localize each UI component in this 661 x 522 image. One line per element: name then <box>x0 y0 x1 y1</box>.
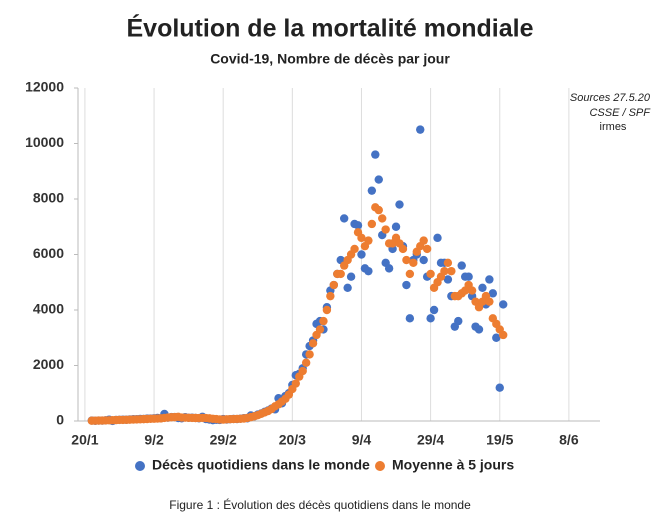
data-point <box>395 200 404 209</box>
data-point <box>443 258 453 268</box>
x-tick-label: 9/4 <box>352 432 372 448</box>
data-point <box>322 305 332 315</box>
legend-label: Moyenne à 5 jours <box>392 457 514 473</box>
y-tick-label: 10000 <box>25 134 64 150</box>
data-point <box>492 333 501 342</box>
data-point <box>474 325 484 334</box>
source-note: CSSE / SPF <box>589 107 651 119</box>
data-point <box>350 244 359 254</box>
data-point <box>402 255 411 265</box>
data-point <box>305 350 314 359</box>
chart-title: Évolution de la mortalité mondiale <box>126 14 533 43</box>
y-tick-label: 2000 <box>33 356 64 372</box>
data-point <box>419 236 428 245</box>
data-point <box>336 269 345 279</box>
data-point <box>398 244 408 254</box>
data-point <box>339 214 349 223</box>
x-tick-label: 8/6 <box>559 432 579 448</box>
x-tick-label: 9/2 <box>144 432 164 448</box>
y-tick-label: 6000 <box>33 245 64 261</box>
data-point <box>364 236 373 245</box>
x-tick-label: 19/5 <box>486 432 513 448</box>
data-point <box>357 250 366 259</box>
data-point <box>371 150 380 159</box>
figure-caption: Figure 1 : Évolution des décès quotidien… <box>169 497 471 512</box>
data-point <box>291 379 300 388</box>
source-note: Sources 27.5.20 <box>570 92 651 104</box>
data-point <box>485 275 494 284</box>
logo: irmes <box>600 121 627 133</box>
data-point <box>499 300 508 309</box>
data-point <box>419 255 428 265</box>
y-tick-label: 12000 <box>25 79 64 95</box>
data-point <box>326 291 335 301</box>
data-point <box>422 244 432 254</box>
data-point <box>457 261 466 270</box>
data-point <box>467 286 477 295</box>
legend-label: Décès quotidiens dans le monde <box>152 457 370 473</box>
data-point <box>346 272 356 281</box>
data-point <box>329 280 339 290</box>
x-tick-label: 20/3 <box>279 432 306 448</box>
data-point <box>433 233 442 243</box>
data-point <box>405 269 415 279</box>
y-tick-label: 4000 <box>33 301 64 317</box>
y-tick-label: 8000 <box>33 190 64 206</box>
x-tick-label: 20/1 <box>71 432 98 448</box>
chart-subtitle: Covid-19, Nombre de décès par jour <box>210 51 450 67</box>
data-point <box>367 219 377 229</box>
data-point <box>409 258 418 268</box>
data-point <box>364 266 373 276</box>
data-point <box>416 125 425 134</box>
data-point <box>454 316 463 326</box>
y-tick-label: 0 <box>56 412 64 428</box>
data-point <box>308 339 318 348</box>
data-point <box>488 289 498 298</box>
data-point <box>343 283 352 292</box>
data-point <box>464 272 473 281</box>
data-point <box>374 175 383 184</box>
data-point <box>315 325 325 334</box>
data-point <box>426 269 435 279</box>
data-point <box>405 314 415 323</box>
data-point <box>485 297 494 306</box>
data-point <box>402 280 411 290</box>
data-point <box>391 222 401 231</box>
data-point <box>429 305 439 315</box>
data-point <box>374 205 383 215</box>
data-point <box>301 358 311 367</box>
data-point <box>357 233 366 243</box>
data-point <box>384 264 394 273</box>
data-point <box>499 330 508 340</box>
data-point <box>353 221 363 230</box>
data-point <box>440 266 449 276</box>
data-point <box>381 225 390 234</box>
legend-marker <box>375 461 385 471</box>
x-tick-label: 29/2 <box>210 432 237 448</box>
x-tick-label: 29/4 <box>417 432 444 448</box>
data-point <box>319 316 328 326</box>
data-point <box>367 186 377 195</box>
legend-marker <box>135 461 145 471</box>
data-point <box>378 214 387 223</box>
data-point <box>298 366 307 376</box>
data-point <box>426 314 435 323</box>
data-point <box>443 275 453 284</box>
data-point <box>478 283 487 292</box>
data-point <box>447 266 456 276</box>
data-point <box>495 383 504 392</box>
